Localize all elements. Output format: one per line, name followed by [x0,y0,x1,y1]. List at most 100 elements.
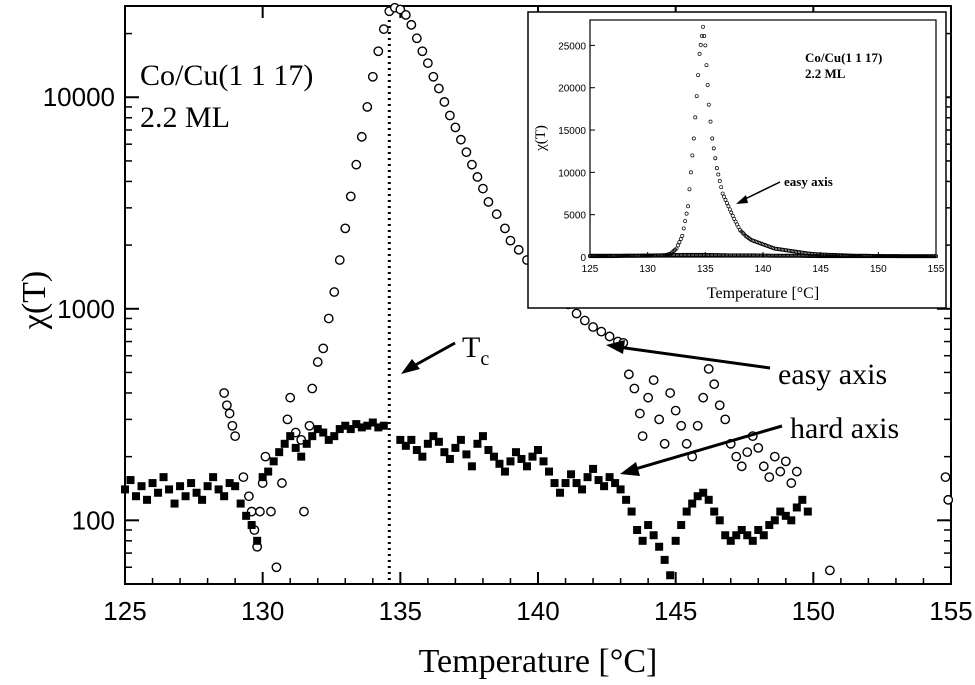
inset-point [688,170,693,175]
hard-axis-point [715,516,724,525]
inset-point [680,252,685,257]
easy-axis-point [681,438,692,449]
inset-point [733,253,738,258]
easy-axis-point [665,388,676,398]
inset-point [691,136,696,141]
inset-point [752,253,757,258]
hard-axis-point [792,503,801,512]
easy-axis-point [428,71,439,82]
hard-axis-point [732,531,741,540]
tc-arrow-line [409,341,456,370]
easy-axis-point [769,451,780,462]
inset-point [722,253,727,258]
inset-point [699,252,704,257]
inset-point [771,253,776,258]
inset-point [915,254,920,259]
easy-axis-point [824,565,835,576]
easy-axis-point [943,494,954,505]
inset-point [705,82,710,87]
easy-axis-point [230,431,241,442]
inset-point [707,253,712,257]
inset-point [702,34,707,39]
hard-axis-point [313,425,322,434]
inset-point [698,42,703,47]
hard-axis-point [561,479,570,488]
easy-axis-point [318,343,329,354]
main-x-tick-label: 135 [379,596,422,626]
inset-x-tick-label: 125 [582,264,599,275]
inset-point [734,253,739,258]
hard-axis-point [143,495,152,504]
inset-point [887,254,892,259]
easy-axis-point [579,315,590,326]
hard-axis-point [242,511,251,520]
inset-point [722,194,727,199]
inset-point [780,253,785,258]
hard-axis-point [379,421,388,430]
inset-point [703,252,708,257]
inset-point [725,253,729,258]
easy-axis-point [439,97,450,107]
inset-point [877,254,882,258]
inset-point [729,210,734,215]
inset-point [895,254,900,259]
inset-point [726,253,731,258]
easy-axis-point [753,442,764,453]
inset-x-tick-label: 135 [697,264,714,275]
easy-axis-point [637,431,648,442]
inset-point [791,253,796,258]
sample-label-line1: Co/Cu(1 1 17) [140,59,313,92]
inset-point [750,253,755,258]
easy-axis-point [731,451,742,462]
inset-point [696,73,701,77]
hard-axis-point [401,441,410,450]
hard-axis-point [550,479,559,488]
easy-axis-point [670,405,681,416]
inset-point [687,252,692,257]
inset-point [918,254,923,259]
hard-axis-point [231,482,240,491]
inset-easy-axis-series [588,24,938,259]
inset-point [714,253,719,258]
easy-axis-point [362,102,373,112]
inset-point [675,243,680,248]
inset-point [907,254,912,259]
inset-point [902,254,907,259]
hard-axis-point [335,425,344,434]
inset-point [784,253,789,258]
inset-y-tick-label: 20000 [558,84,586,95]
inset-point [919,254,924,259]
inset-point [914,254,919,259]
inset-point [757,253,762,258]
easy-axis-point [629,383,640,394]
inset-point [767,253,772,258]
hard-axis-point [583,473,592,482]
inset-point [676,253,681,257]
hard-axis-series [121,418,812,580]
inset-point [680,233,685,238]
hard-axis-point [126,476,135,485]
inset-point [715,253,720,258]
hard-axis-point [578,485,587,494]
inset-point [894,254,898,259]
inset-point [719,253,724,258]
inset-point [904,254,909,259]
sample-label-line2: 2.2 ML [140,101,230,134]
easy-axis-point [312,357,323,367]
inset-y-tick-label: 25000 [558,41,586,52]
inset-point [704,63,709,68]
hard-axis-point [743,531,752,540]
hard-axis-point [522,462,531,471]
hard-axis-point [236,499,245,508]
inset-point [906,254,911,259]
inset-point [692,252,697,257]
easy-axis-point [400,10,411,20]
inset-point [727,253,732,258]
hard-axis-point [688,499,697,508]
inset-point [759,253,763,258]
inset-point [754,253,759,258]
main-chart: 125 130 135 140 145 150 155 100 1000 10000 Temper… [16,2,973,680]
hard-axis-point [176,482,185,491]
inset-point [899,254,904,259]
hard-axis-point [539,457,548,466]
